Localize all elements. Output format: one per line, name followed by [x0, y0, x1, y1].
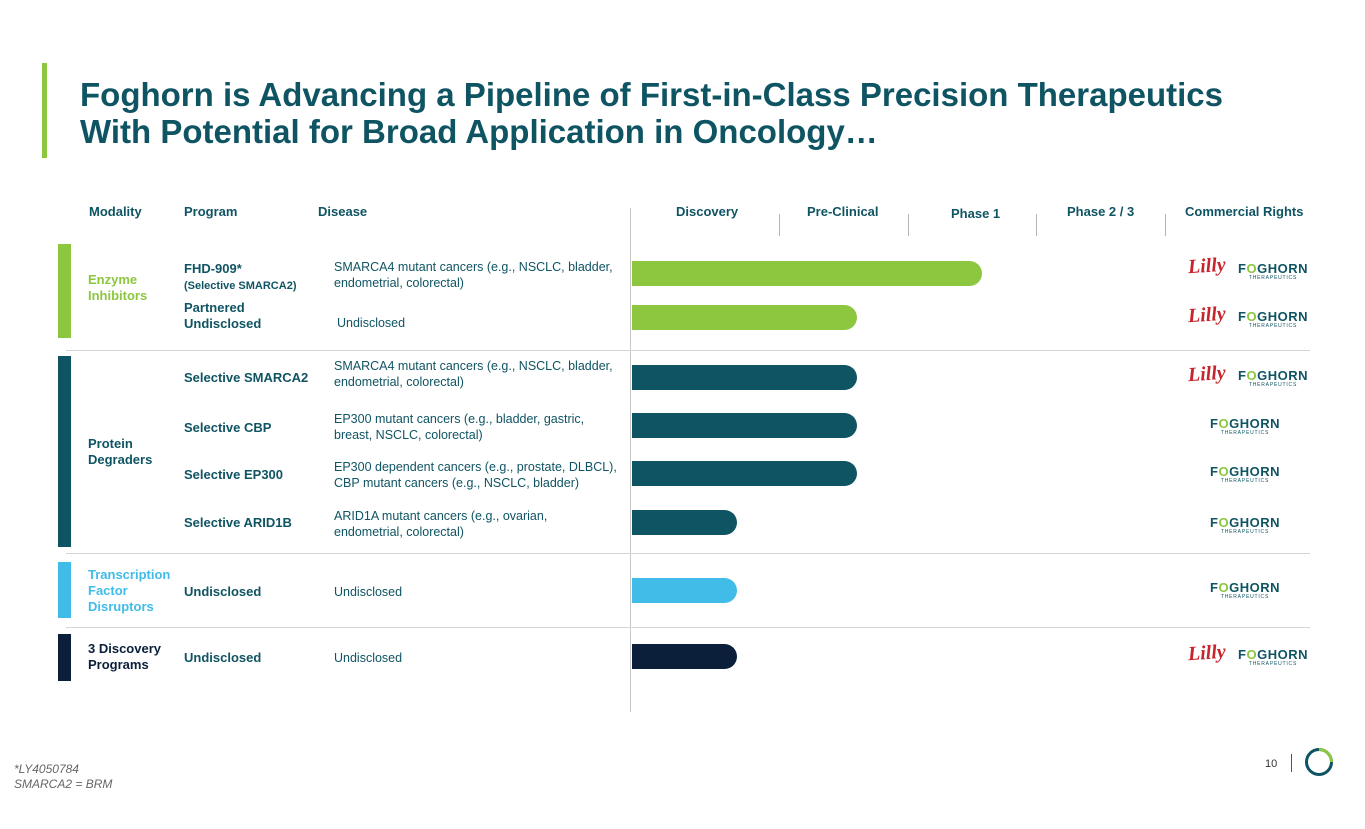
disease-text: SMARCA4 mutant cancers (e.g., NSCLC, bla…: [334, 260, 613, 290]
page-number-separator: [1291, 754, 1292, 772]
foghorn-logo: FOGHORN THERAPEUTICS: [1238, 310, 1308, 329]
progress-bar: [632, 305, 857, 330]
category-label-protein-degraders: Protein Degraders: [88, 436, 153, 467]
lilly-logo: Lilly: [1187, 302, 1227, 328]
disease-text: EP300 dependent cancers (e.g., prostate,…: [334, 460, 617, 490]
foghorn-logo-name: FOGHORN: [1238, 647, 1308, 662]
header-discovery: Discovery: [676, 204, 739, 219]
foghorn-logo-sub: THERAPEUTICS: [1248, 661, 1298, 667]
foghorn-logo-name: FOGHORN: [1238, 261, 1308, 276]
category-bar-protein-degraders: [58, 356, 71, 547]
disease-text: Undisclosed: [337, 316, 406, 330]
foghorn-logo-sub: THERAPEUTICS: [1220, 478, 1270, 484]
foghorn-logo-name: FOGHORN: [1210, 580, 1280, 595]
section-divider: [66, 553, 1310, 554]
foghorn-logo: FOGHORN THERAPEUTICS: [1210, 465, 1280, 484]
page-title: Foghorn is Advancing a Pipeline of First…: [80, 76, 1340, 150]
foghorn-logo: FOGHORN THERAPEUTICS: [1210, 581, 1280, 600]
progress-bar: [632, 261, 982, 286]
disease-text: SMARCA4 mutant cancers (e.g., NSCLC, bla…: [334, 359, 613, 389]
title-line-1: Foghorn is Advancing a Pipeline of First…: [80, 76, 1223, 113]
category-label-enzyme-inhibitors: Enzyme Inhibitors: [88, 272, 148, 303]
foghorn-logo-sub: THERAPEUTICS: [1220, 430, 1270, 436]
program-subtitle: (Selective SMARCA2): [184, 280, 297, 292]
program-selective-ep300: Selective EP300: [184, 467, 284, 482]
program-partnered-undisclosed: Partnered Undisclosed: [184, 300, 262, 331]
foghorn-logo-sub: THERAPEUTICS: [1220, 594, 1270, 600]
foghorn-ring-icon: [1305, 748, 1333, 776]
header-phase1: Phase 1: [951, 206, 1001, 221]
program-undisclosed-discovery: Undisclosed: [184, 650, 262, 665]
foghorn-logo-sub: THERAPEUTICS: [1248, 382, 1298, 388]
pipeline-axis-line: [630, 208, 631, 712]
progress-bar: [632, 644, 737, 669]
lilly-logo: Lilly: [1187, 640, 1227, 666]
foghorn-logo: FOGHORN THERAPEUTICS: [1210, 417, 1280, 436]
program-selective-arid1b: Selective ARID1B: [184, 515, 292, 530]
stage-divider: [1165, 214, 1166, 236]
progress-bar: [632, 413, 857, 438]
category-label-transcription-factor-disruptors: Transcription Factor Disruptors: [88, 567, 171, 614]
disease-text: Undisclosed: [334, 585, 403, 599]
foghorn-logo-sub: THERAPEUTICS: [1220, 529, 1270, 535]
foghorn-logo-name: FOGHORN: [1210, 464, 1280, 479]
disease-text: Undisclosed: [334, 651, 403, 665]
foghorn-logo-sub: THERAPEUTICS: [1248, 323, 1298, 329]
header-phase23: Phase 2 / 3: [1067, 204, 1135, 219]
section-divider: [66, 627, 1310, 628]
section-divider: [66, 350, 1310, 351]
program-selective-smarca2: Selective SMARCA2: [184, 370, 309, 385]
progress-bar: [632, 461, 857, 486]
program-undisclosed-tfd: Undisclosed: [184, 584, 262, 599]
header-disease: Disease: [318, 204, 368, 219]
header-program: Program: [184, 204, 238, 219]
foghorn-logo: FOGHORN THERAPEUTICS: [1238, 648, 1308, 667]
foghorn-logo: FOGHORN THERAPEUTICS: [1238, 369, 1308, 388]
stage-divider: [779, 214, 780, 236]
footnotes: *LY4050784 SMARCA2 = BRM: [14, 762, 112, 792]
foghorn-logo-name: FOGHORN: [1210, 416, 1280, 431]
header-modality: Modality: [89, 204, 142, 219]
foghorn-logo: FOGHORN THERAPEUTICS: [1238, 262, 1308, 281]
lilly-logo: Lilly: [1187, 253, 1227, 279]
foghorn-logo-name: FOGHORN: [1238, 368, 1308, 383]
foghorn-logo-name: FOGHORN: [1210, 515, 1280, 530]
category-bar-enzyme-inhibitors: [58, 244, 71, 338]
foghorn-logo: FOGHORN THERAPEUTICS: [1210, 516, 1280, 535]
header-commercial-rights: Commercial Rights: [1185, 204, 1304, 219]
progress-bar: [632, 510, 737, 535]
title-line-2: With Potential for Broad Application in …: [80, 113, 878, 150]
lilly-logo: Lilly: [1187, 361, 1227, 387]
program-fhd-909: FHD-909* (Selective SMARCA2): [184, 261, 296, 294]
progress-bar: [632, 578, 737, 603]
stage-divider: [908, 214, 909, 236]
title-accent-bar: [42, 63, 47, 158]
stage-divider: [1036, 214, 1037, 236]
foghorn-logo-sub: THERAPEUTICS: [1248, 275, 1298, 281]
program-name: FHD-909*: [184, 261, 242, 276]
footnote-2: SMARCA2 = BRM: [14, 777, 113, 791]
category-bar-transcription-factor-disruptors: [58, 562, 71, 618]
page-number: 10: [1265, 758, 1278, 770]
category-label-discovery-programs: 3 Discovery Programs: [88, 641, 161, 672]
footnote-1: *LY4050784: [14, 762, 79, 776]
disease-text: EP300 mutant cancers (e.g., bladder, gas…: [334, 412, 585, 442]
disease-text: ARID1A mutant cancers (e.g., ovarian, en…: [334, 509, 548, 539]
category-bar-discovery-programs: [58, 634, 71, 681]
program-selective-cbp: Selective CBP: [184, 420, 272, 435]
foghorn-logo-name: FOGHORN: [1238, 309, 1308, 324]
header-preclinical: Pre-Clinical: [807, 204, 879, 219]
progress-bar: [632, 365, 857, 390]
